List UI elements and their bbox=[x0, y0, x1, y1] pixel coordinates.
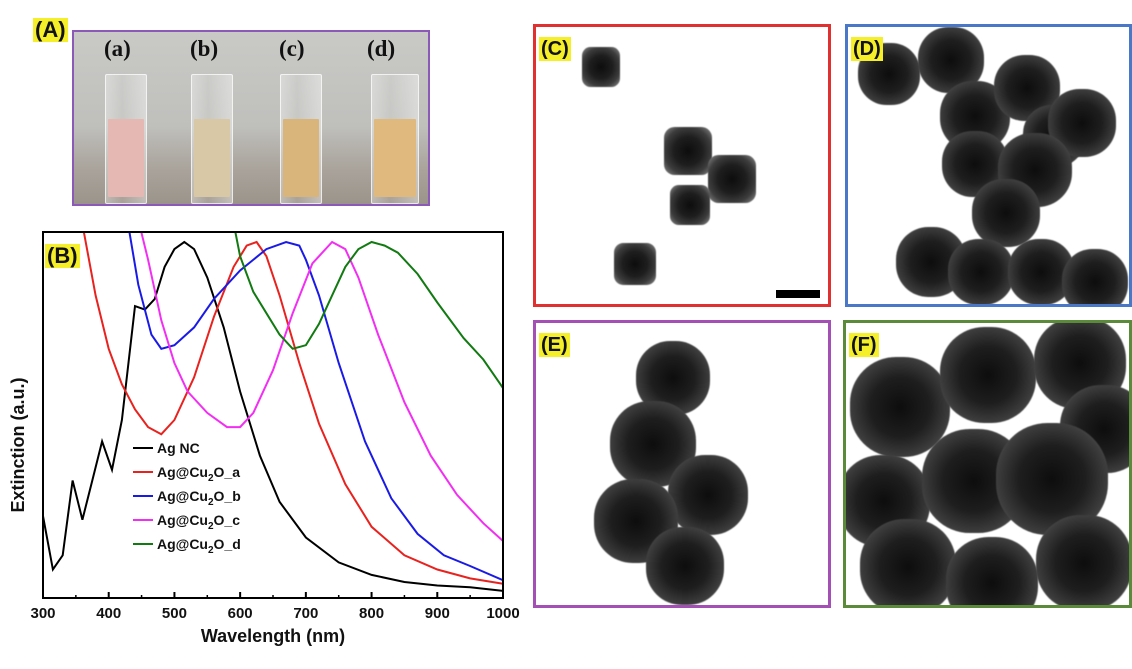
scale-bar bbox=[776, 290, 820, 298]
legend-label-2: Ag@Cu2O_b bbox=[157, 488, 241, 508]
particle bbox=[860, 519, 956, 605]
particle bbox=[582, 47, 620, 87]
series-line-3 bbox=[140, 232, 503, 542]
x-tick-label: 800 bbox=[359, 605, 384, 622]
particle bbox=[940, 327, 1036, 423]
vial-label-d: (d) bbox=[367, 36, 396, 61]
panel-c-tag: (C) bbox=[539, 37, 571, 61]
plot-frame bbox=[42, 231, 504, 599]
panel-b-tag: (B) bbox=[45, 243, 80, 268]
x-tick-label: 500 bbox=[162, 605, 187, 622]
particle bbox=[708, 155, 756, 203]
panel-d-tag: (D) bbox=[851, 37, 883, 61]
particle bbox=[972, 179, 1040, 247]
vial-label-c: (c) bbox=[279, 36, 305, 61]
vial-a bbox=[105, 74, 147, 204]
legend-label-4: Ag@Cu2O_d bbox=[157, 536, 241, 556]
series-line-4 bbox=[234, 232, 503, 389]
legend-label-1: Ag@Cu2O_a bbox=[157, 464, 240, 484]
x-tick-label: 600 bbox=[228, 605, 253, 622]
panel-f-tag: (F) bbox=[849, 333, 879, 357]
particle bbox=[670, 185, 710, 225]
particle bbox=[1036, 515, 1129, 605]
vial-c bbox=[280, 74, 322, 204]
particle bbox=[664, 127, 712, 175]
series-line-2 bbox=[128, 232, 503, 582]
particle bbox=[850, 357, 950, 457]
x-axis-label: Wavelength (nm) bbox=[201, 626, 345, 646]
series-line-0 bbox=[43, 240, 503, 592]
vial-d bbox=[371, 74, 419, 204]
panel-e-tag: (E) bbox=[539, 333, 570, 357]
series-line-1 bbox=[82, 232, 503, 585]
tem-panel-c: (C) bbox=[533, 24, 831, 307]
x-tick-label: 1000 bbox=[486, 605, 519, 622]
extinction-chart: 300 400 500 600 700 800 900 1000 Wavelength (nm)… bbox=[8, 231, 520, 646]
x-tick-label: 400 bbox=[96, 605, 121, 622]
particle bbox=[946, 537, 1038, 605]
particle bbox=[1062, 249, 1128, 304]
x-tick-label: 700 bbox=[293, 605, 318, 622]
particle bbox=[614, 243, 656, 285]
particle bbox=[948, 239, 1014, 304]
particle bbox=[668, 455, 748, 535]
tem-panel-d: (D) bbox=[845, 24, 1132, 307]
vial-label-b: (b) bbox=[190, 36, 219, 61]
panel-a-tag: (A) bbox=[33, 17, 68, 42]
vial-b bbox=[191, 74, 233, 204]
tem-panel-e: (E) bbox=[533, 320, 831, 608]
vial-label-a: (a) bbox=[104, 36, 131, 61]
tem-panel-f: (F) bbox=[843, 320, 1132, 608]
vials-photo: (a) (b) (c) (d) bbox=[72, 30, 430, 206]
legend-label-3: Ag@Cu2O_c bbox=[157, 512, 240, 532]
particle bbox=[646, 527, 724, 605]
x-tick-label: 300 bbox=[30, 605, 55, 622]
x-tick-label: 900 bbox=[425, 605, 450, 622]
y-axis-label: Extinction (a.u.) bbox=[8, 377, 28, 512]
legend-label-0: Ag NC bbox=[157, 440, 200, 456]
